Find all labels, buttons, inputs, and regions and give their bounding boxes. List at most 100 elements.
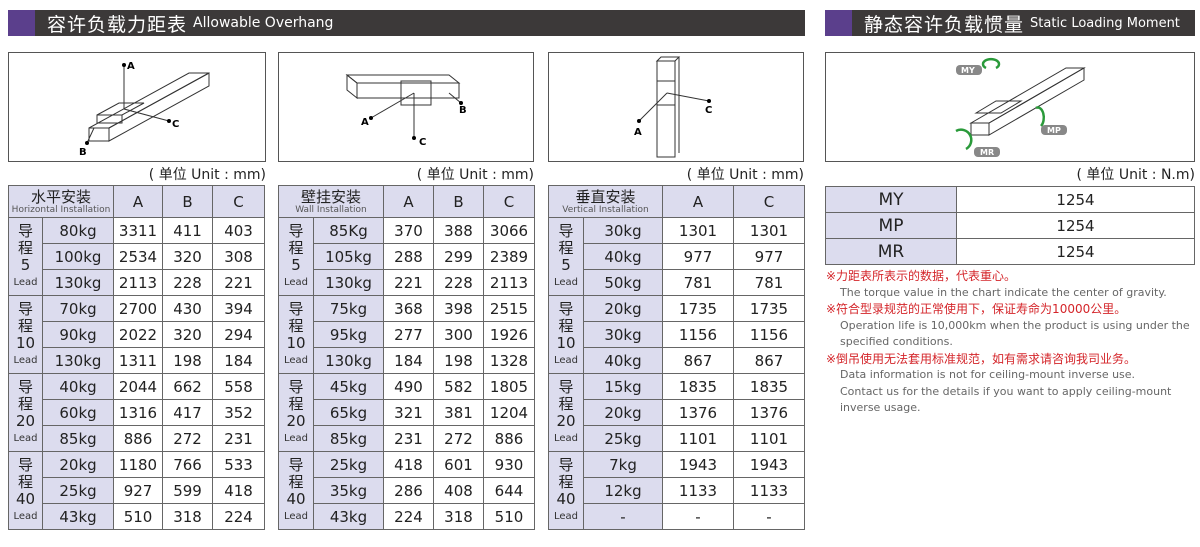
- load-cell: 40kg: [41, 373, 115, 400]
- value-cell: 308: [212, 243, 266, 270]
- lead-value: 5: [20, 255, 31, 274]
- value-cell: 277: [383, 321, 434, 348]
- table-row: 100kg 2534 320 308: [9, 243, 266, 270]
- table-row: 43kg 510 318 224: [9, 503, 266, 530]
- installation-type-zh: 壁挂安装: [300, 187, 361, 206]
- value-cell: 582: [433, 373, 484, 400]
- load-cell: 130kg: [41, 347, 115, 374]
- value-cell: 184: [383, 347, 434, 374]
- value-cell: 2389: [483, 243, 535, 270]
- moment-diagram: MY MP MR: [825, 52, 1195, 162]
- table-row: 导程 40 Lead 25kg 418 601 930: [278, 451, 535, 530]
- load-cell: 30kg: [583, 217, 663, 244]
- lead-group-label: 导程 10 Lead: [8, 295, 43, 374]
- moment-row: MP 1254: [825, 212, 1195, 239]
- svg-text:B: B: [459, 105, 467, 116]
- table-row: 40kg 977 977: [549, 243, 805, 270]
- table-row: 90kg 2022 320 294: [9, 321, 266, 348]
- lead-group-label: 导程 5 Lead: [278, 217, 314, 296]
- table-row: 60kg 1316 417 352: [9, 399, 266, 426]
- lead-group-label: 导程 5 Lead: [548, 217, 584, 296]
- table-row: 50kg 781 781: [549, 269, 805, 296]
- value-cell: 930: [483, 451, 535, 478]
- lead-value: 10: [556, 333, 576, 352]
- load-cell: 43kg: [313, 503, 384, 530]
- table-row: 12kg 1133 1133: [549, 477, 805, 504]
- table-row: 130kg 184 198 1328: [279, 347, 535, 374]
- lead-value: 5: [561, 255, 571, 274]
- value-cell: 867: [733, 347, 805, 374]
- moment-label: MY: [825, 186, 957, 213]
- lead-en: Lead: [13, 276, 38, 288]
- value-cell: 766: [162, 451, 214, 478]
- value-cell: 927: [113, 477, 164, 504]
- value-cell: 1926: [483, 321, 535, 348]
- load-cell: 43kg: [41, 503, 115, 530]
- header-title-en: Allowable Overhang: [193, 15, 334, 31]
- installation-type-en: Wall Installation: [295, 204, 367, 215]
- load-cell: 65kg: [313, 399, 384, 426]
- lead-en: Lead: [283, 510, 309, 522]
- table-row: 30kg 1156 1156: [549, 321, 805, 348]
- load-cell: 130kg: [41, 269, 115, 296]
- value-cell: 1376: [733, 399, 805, 426]
- table-row: 导程 5 Lead 85Kg 370 388 3066: [278, 217, 535, 296]
- column-header-c: C: [212, 185, 266, 218]
- lead-zh: 导程: [288, 299, 304, 335]
- value-cell: 2113: [483, 269, 535, 296]
- note-en: inverse usage.: [840, 401, 921, 414]
- load-cell: 45kg: [313, 373, 384, 400]
- svg-text:A: A: [634, 127, 642, 138]
- header-title-zh: 静态容许负载惯量: [864, 13, 1025, 36]
- load-cell: 25kg: [313, 451, 384, 478]
- header-title-en: Static Loading Moment: [1030, 15, 1180, 31]
- table-row: 导程 40 Lead 20kg 1180 766 533: [8, 451, 266, 530]
- load-cell: 100kg: [41, 243, 115, 270]
- lead-value: 40: [556, 489, 576, 508]
- value-cell: 490: [383, 373, 434, 400]
- load-cell: 90kg: [41, 321, 115, 348]
- value-cell: 533: [212, 451, 266, 478]
- load-cell: 30kg: [583, 321, 663, 348]
- load-cell: 40kg: [583, 347, 663, 374]
- lead-zh: 导程: [288, 455, 304, 491]
- svg-text:C: C: [172, 119, 179, 130]
- value-cell: 662: [162, 373, 214, 400]
- load-cell: 95kg: [313, 321, 384, 348]
- table-row: 导程 5 Lead 30kg 1301 1301: [548, 217, 805, 296]
- note-zh: ※倒吊使用无法套用标准规范，如有需求请咨询我司业务。: [826, 351, 1137, 366]
- lead-group-label: 导程 20 Lead: [278, 373, 314, 452]
- value-cell: 418: [383, 451, 434, 478]
- lead-zh: 导程: [288, 377, 304, 413]
- load-cell: 105kg: [313, 243, 384, 270]
- svg-text:C: C: [705, 105, 712, 116]
- table-row: 105kg 288 299 2389: [279, 243, 535, 270]
- lead-group-label: 导程 40 Lead: [8, 451, 43, 530]
- lead-zh: 导程: [288, 221, 304, 257]
- load-cell: 7kg: [583, 451, 663, 478]
- lead-en: Lead: [13, 354, 38, 366]
- lead-value: 10: [286, 333, 306, 352]
- value-cell: 228: [162, 269, 214, 296]
- value-cell: 1301: [733, 217, 805, 244]
- value-cell: 300: [433, 321, 484, 348]
- load-cell: 12kg: [583, 477, 663, 504]
- load-cell: 50kg: [583, 269, 663, 296]
- svg-text:B: B: [79, 147, 87, 158]
- lead-en: Lead: [553, 354, 579, 366]
- value-cell: 1735: [733, 295, 805, 322]
- svg-text:MY: MY: [961, 66, 975, 75]
- header-row: 垂直安装 Vertical Installation A C: [548, 185, 805, 218]
- table-row: 130kg 2113 228 221: [9, 269, 266, 296]
- table-row: ---: [549, 503, 805, 530]
- value-cell: 781: [662, 269, 734, 296]
- unit-label: ( 单位 Unit : mm): [686, 167, 804, 183]
- moment-label: MR: [825, 238, 957, 265]
- lead-en: Lead: [283, 354, 309, 366]
- load-cell: 130kg: [313, 347, 384, 374]
- value-cell: 1180: [113, 451, 164, 478]
- table-row: 95kg 277 300 1926: [279, 321, 535, 348]
- load-cell: 70kg: [41, 295, 115, 322]
- column-header-c: C: [733, 185, 805, 218]
- load-cell: 85kg: [41, 425, 115, 452]
